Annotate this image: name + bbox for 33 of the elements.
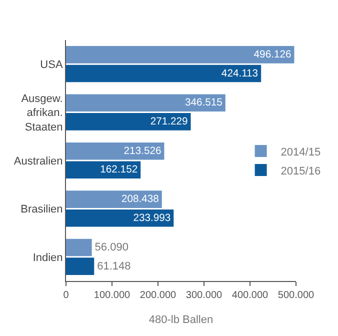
bar (66, 258, 94, 275)
y-tick-label: Australien (14, 155, 63, 168)
y-tick-label: USA (40, 58, 64, 71)
y-tick-label: Brasilien (20, 204, 63, 216)
x-tick-label: 500.000 (278, 290, 315, 301)
bar (66, 46, 294, 64)
data-label: 424.113 (221, 68, 258, 80)
x-tick-label: 100.000 (94, 290, 131, 301)
bar (66, 94, 226, 112)
x-axis-title: 480-lb Ballen (148, 314, 214, 326)
data-label: 213.526 (124, 146, 162, 157)
bar (66, 142, 164, 160)
data-label: 496.126 (254, 50, 292, 61)
x-tick-label: 300.000 (186, 290, 223, 301)
data-label: 346.515 (184, 98, 223, 109)
data-label: 208.438 (121, 194, 160, 206)
x-tick-label: 0 (63, 290, 70, 301)
y-tick-label: Indien (32, 252, 63, 264)
data-label: 61.148 (97, 260, 131, 272)
data-label: 162.152 (100, 164, 138, 176)
x-tick-label: 200.000 (140, 290, 177, 301)
data-label: 56.090 (94, 242, 128, 254)
bar (66, 209, 174, 227)
x-tick-label: 400.000 (232, 290, 269, 301)
data-label: 271.229 (150, 116, 188, 128)
legend-label: 2015/16 (280, 165, 321, 178)
legend-label: 2014/15 (280, 146, 321, 158)
data-label: 233.993 (133, 212, 171, 224)
bar (66, 238, 92, 256)
y-tick-label: Ausgew. afrikan. Staaten (21, 92, 63, 134)
bar (66, 113, 191, 130)
bar (66, 64, 262, 82)
bar (66, 190, 162, 208)
